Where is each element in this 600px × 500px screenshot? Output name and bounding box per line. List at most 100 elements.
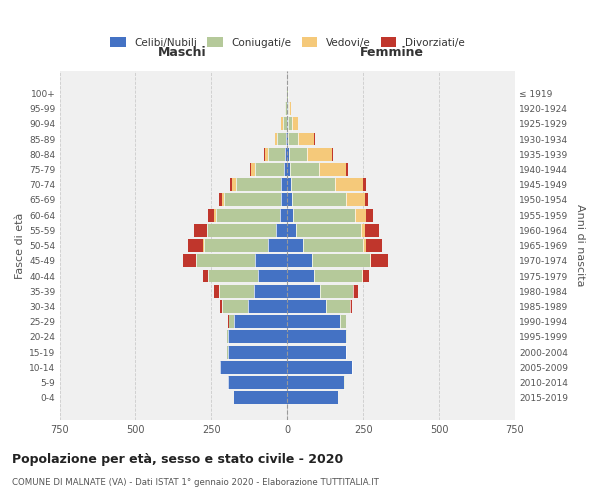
Bar xyxy=(346,330,347,344)
Bar xyxy=(230,178,232,191)
Bar xyxy=(363,178,366,191)
Bar xyxy=(280,208,287,222)
Text: COMUNE DI MALNATE (VA) - Dati ISTAT 1° gennaio 2020 - Elaborazione TUTTITALIA.IT: COMUNE DI MALNATE (VA) - Dati ISTAT 1° g… xyxy=(12,478,379,487)
Bar xyxy=(288,118,292,130)
Bar xyxy=(236,178,281,191)
Bar xyxy=(287,361,352,374)
Bar xyxy=(194,224,206,237)
Bar xyxy=(365,224,379,237)
Bar xyxy=(286,102,287,115)
Bar xyxy=(286,132,287,145)
Bar xyxy=(314,132,315,145)
Bar xyxy=(326,300,350,313)
Bar xyxy=(287,330,346,344)
Bar xyxy=(293,208,355,222)
Bar xyxy=(353,285,358,298)
Bar xyxy=(222,300,248,313)
Bar xyxy=(206,224,208,237)
Bar xyxy=(227,346,228,358)
Bar xyxy=(184,254,196,268)
Bar xyxy=(288,87,289,100)
Bar xyxy=(307,148,332,160)
Bar xyxy=(287,315,340,328)
Bar xyxy=(361,224,365,237)
Bar xyxy=(303,239,363,252)
Bar xyxy=(203,239,204,252)
Bar xyxy=(287,392,338,404)
Bar xyxy=(256,254,287,268)
Bar xyxy=(254,285,287,298)
Bar xyxy=(296,224,361,237)
Bar xyxy=(340,315,346,328)
Bar xyxy=(277,132,286,145)
Bar xyxy=(287,224,296,237)
Bar xyxy=(289,148,307,160)
Legend: Celibi/Nubili, Coniugati/e, Vedovi/e, Divorziati/e: Celibi/Nubili, Coniugati/e, Vedovi/e, Di… xyxy=(107,34,467,51)
Bar xyxy=(214,208,216,222)
Bar xyxy=(204,239,268,252)
Bar xyxy=(287,132,289,145)
Bar xyxy=(288,102,289,115)
Bar xyxy=(228,330,287,344)
Bar xyxy=(234,392,287,404)
Bar xyxy=(287,148,289,160)
Bar xyxy=(228,315,229,328)
Bar xyxy=(365,239,382,252)
Bar xyxy=(365,208,373,222)
Bar xyxy=(222,194,224,206)
Bar xyxy=(219,285,254,298)
Bar xyxy=(275,132,277,145)
Bar xyxy=(220,300,221,313)
Bar xyxy=(365,194,368,206)
Bar xyxy=(287,102,288,115)
Bar xyxy=(287,208,293,222)
Bar xyxy=(335,178,363,191)
Bar xyxy=(284,163,287,176)
Bar xyxy=(265,148,268,160)
Bar xyxy=(314,270,362,282)
Bar xyxy=(276,224,287,237)
Bar xyxy=(370,254,371,268)
Bar xyxy=(298,132,314,145)
Bar xyxy=(287,270,314,282)
Bar xyxy=(291,178,335,191)
Bar xyxy=(292,118,298,130)
Bar xyxy=(216,208,280,222)
Bar xyxy=(287,300,326,313)
Bar xyxy=(234,315,287,328)
Bar xyxy=(290,163,319,176)
Bar xyxy=(208,270,259,282)
Text: Maschi: Maschi xyxy=(158,46,207,59)
Bar xyxy=(287,163,290,176)
Bar xyxy=(229,315,234,328)
Bar xyxy=(346,194,365,206)
Bar xyxy=(287,254,311,268)
Bar xyxy=(287,346,346,358)
Bar xyxy=(287,118,288,130)
Bar xyxy=(228,346,287,358)
Bar xyxy=(268,239,287,252)
Bar xyxy=(362,270,363,282)
Bar xyxy=(255,163,284,176)
Bar xyxy=(311,254,370,268)
Bar xyxy=(188,239,203,252)
Bar xyxy=(289,102,291,115)
Bar xyxy=(292,194,346,206)
Bar xyxy=(248,300,287,313)
Bar xyxy=(355,208,365,222)
Bar xyxy=(363,239,365,252)
Bar xyxy=(208,224,276,237)
Bar xyxy=(227,330,228,344)
Bar xyxy=(224,194,281,206)
Y-axis label: Anni di nascita: Anni di nascita xyxy=(575,204,585,287)
Bar xyxy=(228,376,287,389)
Bar xyxy=(259,270,287,282)
Bar xyxy=(319,163,346,176)
Bar xyxy=(268,148,285,160)
Text: Popolazione per età, sesso e stato civile - 2020: Popolazione per età, sesso e stato civil… xyxy=(12,452,343,466)
Bar xyxy=(371,254,388,268)
Bar xyxy=(287,376,344,389)
Bar xyxy=(350,300,352,313)
Y-axis label: Fasce di età: Fasce di età xyxy=(15,212,25,279)
Bar xyxy=(219,194,222,206)
